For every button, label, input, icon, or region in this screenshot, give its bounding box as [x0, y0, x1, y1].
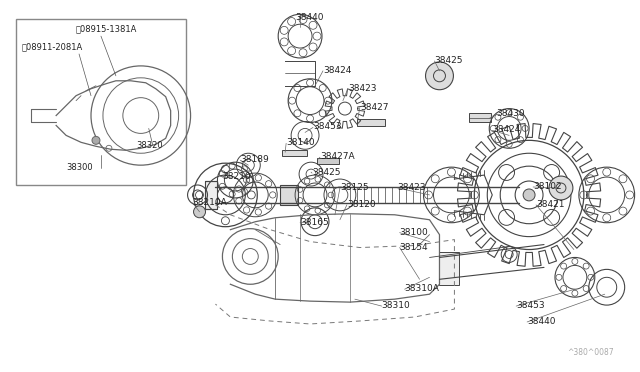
Text: Ⓧ08911-2081A: Ⓧ08911-2081A [21, 42, 83, 51]
Text: 38427: 38427 [360, 103, 388, 112]
Text: 38100: 38100 [399, 228, 428, 237]
Text: 38425: 38425 [312, 168, 340, 177]
Text: 38320: 38320 [136, 141, 163, 150]
Text: 38424: 38424 [492, 125, 520, 134]
Text: 38424: 38424 [323, 66, 351, 75]
Bar [357, 119, 385, 126]
Bar [469, 113, 492, 122]
Bar [280, 185, 298, 205]
Text: 38210A: 38210A [193, 198, 227, 207]
Text: 38125: 38125 [340, 183, 369, 192]
Bar [205, 181, 218, 209]
Text: 38453: 38453 [313, 122, 342, 131]
Circle shape [193, 206, 205, 218]
Circle shape [426, 62, 453, 90]
Text: 38440: 38440 [295, 13, 324, 22]
Text: 38300: 38300 [66, 163, 93, 172]
Bar [440, 251, 460, 285]
Circle shape [92, 137, 100, 144]
Bar [282, 150, 307, 156]
Text: 38310: 38310 [381, 301, 410, 310]
Text: 38430: 38430 [496, 109, 525, 118]
Text: 38210: 38210 [223, 172, 251, 181]
Text: 38140: 38140 [286, 138, 315, 147]
Text: 38102: 38102 [533, 182, 562, 191]
Text: 38165: 38165 [300, 218, 329, 227]
Circle shape [523, 189, 535, 201]
Circle shape [549, 176, 573, 200]
Text: 38154: 38154 [399, 243, 428, 251]
Text: Ⓦ08915-1381A: Ⓦ08915-1381A [76, 24, 138, 33]
Text: 38423: 38423 [348, 84, 376, 93]
Bar [17, 19, 186, 185]
Text: 38421: 38421 [536, 200, 564, 209]
Text: 38310A: 38310A [404, 284, 440, 293]
Text: 38120: 38120 [347, 200, 376, 209]
Text: ^380^0087: ^380^0087 [567, 348, 614, 357]
Text: 38423: 38423 [397, 183, 426, 192]
Text: 38453: 38453 [516, 301, 545, 310]
Text: 38425: 38425 [435, 56, 463, 65]
Text: 38189: 38189 [241, 155, 269, 164]
Text: 38427A: 38427A [320, 152, 355, 161]
Bar [317, 158, 339, 164]
Text: 38440: 38440 [527, 317, 556, 326]
